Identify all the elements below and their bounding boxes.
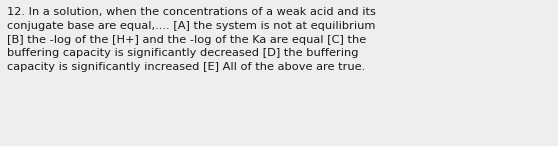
Text: 12. In a solution, when the concentrations of a weak acid and its
conjugate base: 12. In a solution, when the concentratio… [7, 7, 376, 72]
